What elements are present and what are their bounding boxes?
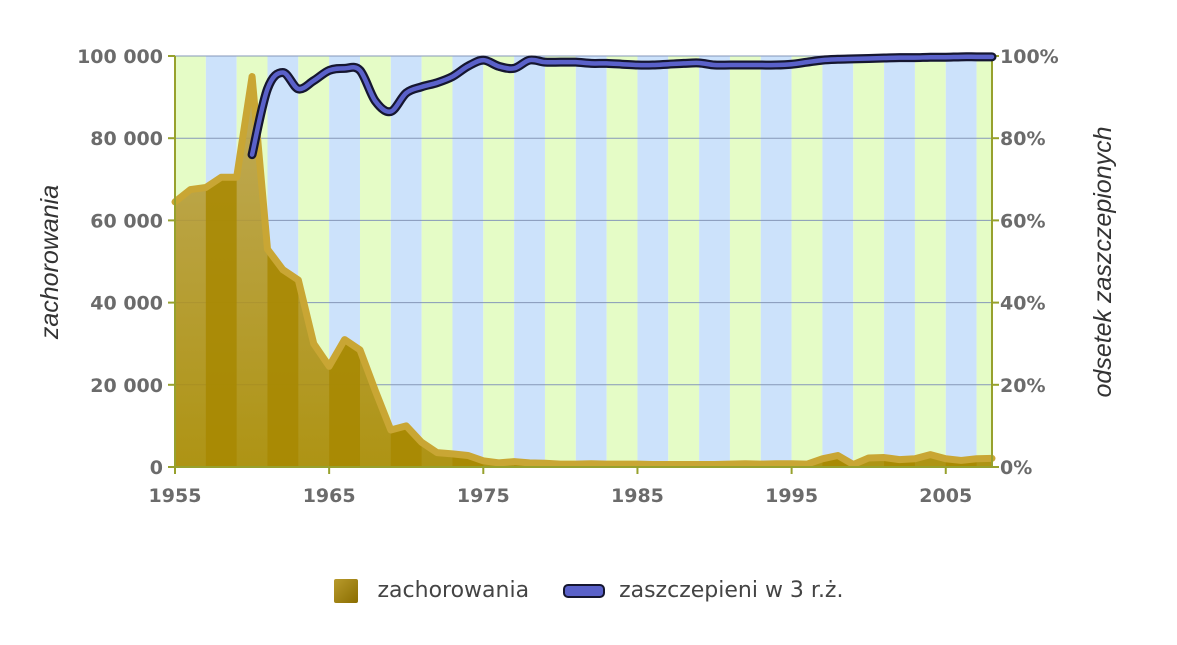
y-left-tick-label: 0 [150,457,163,479]
background-band [822,56,854,467]
x-tick-label: 1965 [303,485,356,507]
x-tick-label: 2005 [919,485,972,507]
zaszczepieni-line-series [247,52,997,160]
y-left-tick-label: 40 000 [90,293,163,315]
area-outline [171,73,996,469]
background-band [668,56,700,467]
legend-swatch-area-icon [333,578,358,603]
background-band [637,56,669,467]
legend-label-zaszczepieni: zaszczepieni w 3 r.ż. [619,578,844,603]
background-band [699,56,730,467]
x-tick-label: 1985 [611,485,664,507]
legend-label-zachorowania: zachorowania [377,578,530,603]
tick-labels: 0 20 000 40 000 60 000 80 000 100 000 0% 20% 40%… [77,46,1059,507]
axes [168,55,999,474]
background-band [914,56,946,467]
background-band [606,56,638,467]
background-band [791,56,823,467]
background-band [421,56,453,467]
background-band [760,56,792,467]
background-band [853,56,885,467]
background-band [544,56,576,467]
legend: zachorowania zaszczepieni w 3 r.ż. [0,578,1177,603]
y-right-tick-label: 40% [1000,293,1045,315]
x-tick-label: 1955 [149,485,202,507]
y-left-tick-label: 60 000 [90,210,163,232]
y-right-tick-label: 20% [1000,375,1045,397]
background-band [729,56,761,467]
gridlines [175,55,992,386]
y-axis-left-title: zachorowania [36,185,64,340]
y-axis-right-title: odsetek zaszczepionych [1089,127,1117,398]
y-left-tick-label: 20 000 [90,375,163,397]
background-band [483,56,515,467]
background-band [390,56,422,467]
y-right-tick-label: 60% [1000,210,1045,232]
background-band [514,56,545,467]
y-left-tick-label: 80 000 [90,128,163,150]
y-right-tick-label: 80% [1000,128,1045,150]
y-right-tick-label: 100% [1000,46,1059,68]
y-left-tick-label: 100 000 [77,46,163,68]
x-tick-label: 1995 [765,485,818,507]
x-tick-label: 1975 [457,485,510,507]
background-band [945,56,977,467]
background-band [884,56,915,467]
legend-item-zaszczepieni: zaszczepieni w 3 r.ż. [529,578,843,603]
legend-item-zachorowania: zachorowania [333,578,530,603]
area-fill [175,76,992,468]
background-band [452,56,484,467]
background-band [976,56,992,467]
legend-swatch-line-icon [563,583,606,598]
background-band [575,56,607,467]
y-right-tick-label: 0% [1000,457,1032,479]
